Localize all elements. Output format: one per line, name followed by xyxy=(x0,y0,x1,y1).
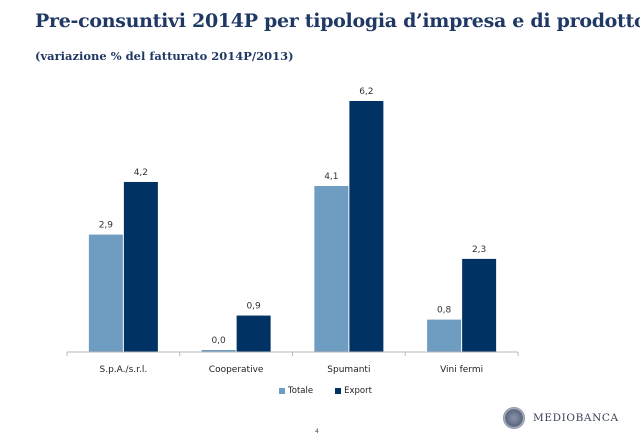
data-label: 2,3 xyxy=(472,245,486,255)
bar-export-3 xyxy=(462,258,497,352)
data-label: 0,0 xyxy=(211,336,226,346)
chart-legend: Totale Export xyxy=(279,386,372,396)
data-label: 2,9 xyxy=(99,221,114,231)
page-subtitle: (variazione % del fatturato 2014P/2013) xyxy=(35,49,294,63)
bar-totale-2 xyxy=(314,186,349,352)
legend-label-export: Export xyxy=(344,386,372,396)
bar-totale-1 xyxy=(201,350,236,352)
brand-name: MEDIOBANCA xyxy=(533,412,619,424)
data-label: 0,9 xyxy=(246,302,261,312)
data-label: 6,2 xyxy=(359,87,373,97)
bar-totale-0 xyxy=(88,234,123,352)
data-label: 0,8 xyxy=(437,306,452,316)
bar-totale-3 xyxy=(427,319,462,352)
page-number: 4 xyxy=(315,428,319,435)
legend-swatch-export xyxy=(335,388,342,394)
mediobanca-logo: MEDIOBANCA xyxy=(503,407,619,429)
category-label: Vini fermi xyxy=(440,365,483,375)
data-label: 4,2 xyxy=(134,168,148,178)
category-label: S.p.A./s.r.l. xyxy=(100,365,148,375)
legend-item-export: Export xyxy=(335,386,372,396)
legend-swatch-totale xyxy=(279,388,285,394)
category-label: Spumanti xyxy=(327,365,370,375)
bar-export-0 xyxy=(123,181,158,352)
seal-icon xyxy=(503,407,525,429)
bar-export-2 xyxy=(349,101,384,352)
legend-item-totale: Totale xyxy=(279,386,313,396)
data-label: 4,1 xyxy=(324,172,338,182)
legend-label-totale: Totale xyxy=(288,386,314,396)
page-title: Pre-consuntivi 2014P per tipologia d’imp… xyxy=(35,10,640,32)
bar-export-1 xyxy=(236,315,271,352)
category-label: Cooperative xyxy=(209,365,264,375)
